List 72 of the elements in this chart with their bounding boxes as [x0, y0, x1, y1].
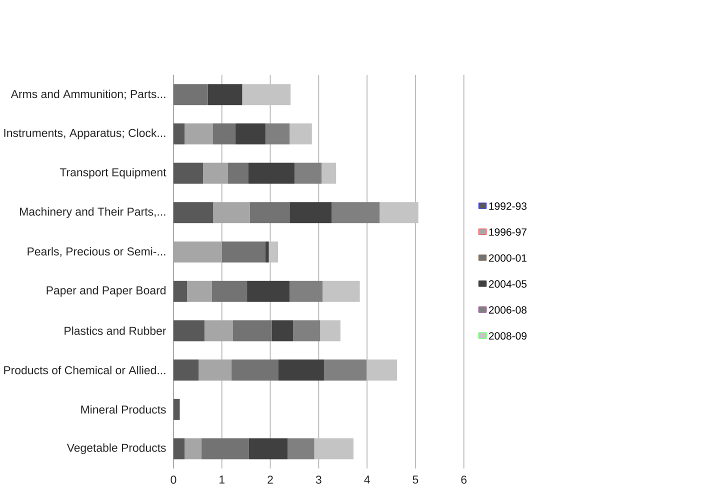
x-tick-label: 3 [316, 476, 322, 484]
bar [184, 123, 213, 144]
bar [173, 360, 199, 381]
bar [213, 202, 250, 224]
bar [324, 360, 367, 381]
bar [233, 320, 272, 342]
bar [202, 162, 228, 184]
bar [322, 280, 360, 302]
y-tick-label: Instruments, Apparatus; Clock... [4, 128, 166, 140]
bar [235, 123, 266, 144]
y-tick-label: Vegetable Products [66, 443, 166, 454]
bar [232, 360, 278, 381]
x-tick-label: 4 [364, 476, 370, 484]
bar [173, 123, 185, 144]
bar [293, 320, 320, 342]
bar [278, 360, 324, 381]
bar [320, 320, 340, 342]
bar [184, 438, 202, 460]
legend-label: 2004-05 [488, 280, 527, 288]
bar [248, 162, 294, 184]
bar [248, 438, 288, 460]
bar [380, 202, 418, 224]
bar [173, 398, 180, 420]
bar [332, 202, 380, 224]
bar [202, 438, 249, 460]
x-tick-label: 6 [461, 476, 467, 484]
bar [173, 438, 185, 460]
bar [173, 84, 208, 106]
bar [288, 438, 314, 460]
bar [268, 242, 278, 263]
bar [173, 202, 214, 224]
y-tick-label: Paper and Paper Board [46, 286, 166, 297]
bar [290, 280, 323, 302]
bar [208, 84, 242, 106]
legend-label: 2000-01 [488, 254, 526, 262]
bar [204, 320, 234, 342]
bar [250, 202, 290, 224]
bar [212, 123, 236, 144]
bar [265, 242, 269, 263]
x-tick-label: 0 [170, 476, 176, 484]
legend-label: 1996-97 [489, 228, 526, 236]
y-tick-label: Plastics and Rubber [64, 326, 166, 335]
x-tick-label: 1 [220, 476, 224, 484]
bar [173, 162, 203, 184]
y-tick-label: Products of Chemical or Allied... [4, 366, 166, 374]
y-tick-label: Transport Equipment [60, 168, 166, 179]
legend-label: 2008-09 [488, 332, 527, 340]
bar [198, 360, 232, 381]
y-tick-label: Pearls, Precious or Semi-... [28, 247, 166, 257]
bar [290, 123, 312, 144]
bar [242, 84, 291, 106]
bar [228, 162, 248, 184]
legend-label: 2006-08 [488, 306, 527, 314]
bar [173, 280, 188, 302]
bar [314, 438, 354, 460]
y-tick-label: Arms and Ammunition; Parts... [10, 90, 166, 100]
legend-label: 1992-93 [489, 202, 527, 210]
y-tick-label: Machinery and Their Parts,... [20, 207, 166, 218]
bar [290, 202, 332, 224]
bar [265, 123, 290, 144]
y-tick-label: Mineral Products [81, 405, 166, 414]
bar [322, 162, 336, 184]
bar [366, 360, 398, 381]
bar [187, 280, 212, 302]
x-tick-label: 2 [268, 476, 273, 484]
bar [272, 320, 294, 342]
x-tick-label: 5 [412, 476, 418, 484]
bar [212, 280, 248, 302]
bar [222, 242, 266, 263]
bar [247, 280, 290, 302]
bar [173, 320, 204, 342]
bar [294, 162, 322, 184]
